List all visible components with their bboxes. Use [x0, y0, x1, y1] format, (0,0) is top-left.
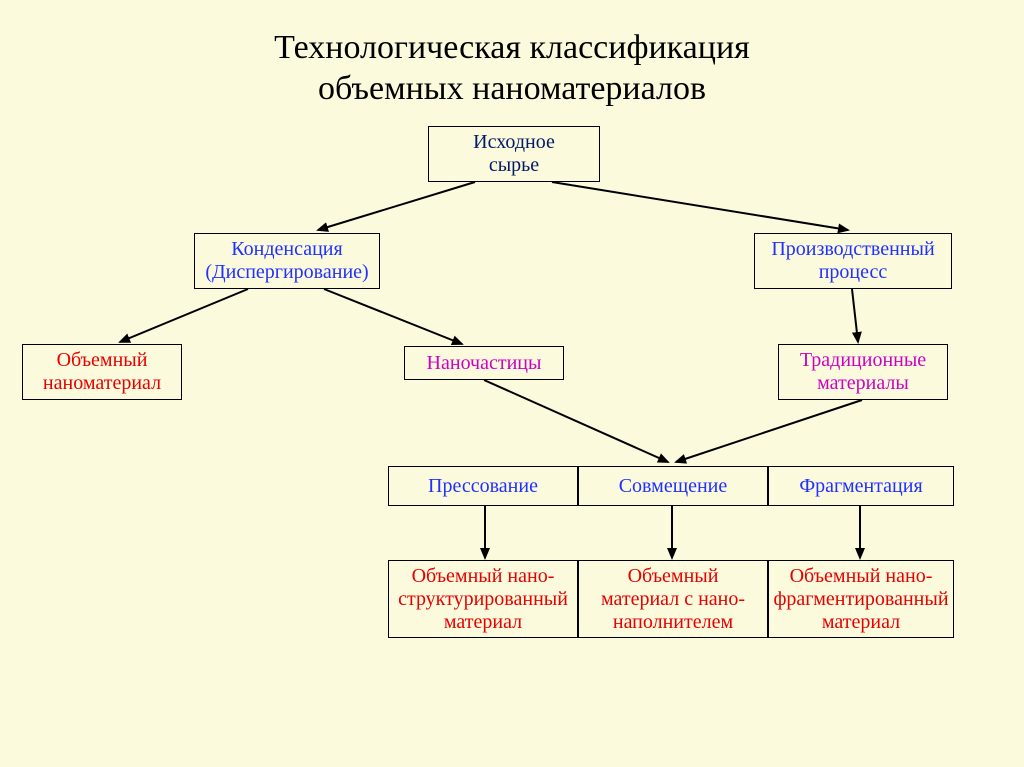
- node-out1-l1: Объемный нано-: [412, 565, 555, 588]
- node-condensation: Конденсация (Диспергирование): [194, 233, 380, 289]
- node-nanoparticles: Наночастицы: [404, 346, 564, 380]
- node-source-l2: сырье: [489, 154, 539, 177]
- node-fragmentation-l1: Фрагментация: [799, 475, 922, 498]
- node-production: Производственный процесс: [754, 233, 952, 289]
- node-out3-l1: Объемный нано-: [790, 565, 933, 588]
- node-out1-l2: структурированный: [398, 588, 568, 611]
- node-combination: Совмещение: [578, 466, 768, 506]
- title-line1: Технологическая классификация: [274, 29, 750, 66]
- node-traditional-l2: материалы: [817, 372, 909, 395]
- node-pressing: Прессование: [388, 466, 578, 506]
- node-traditional: Традиционные материалы: [778, 344, 948, 400]
- node-out3-l3: материал: [822, 611, 900, 634]
- node-source-l1: Исходное: [473, 131, 555, 154]
- node-out2-l2: материал с нано-: [601, 588, 745, 611]
- node-traditional-l1: Традиционные: [800, 349, 926, 372]
- title-line2: объемных наноматериалов: [318, 70, 706, 107]
- node-nanoparticles-l1: Наночастицы: [427, 352, 542, 375]
- node-out3-l2: фрагментированный: [773, 588, 948, 611]
- node-source: Исходное сырье: [428, 126, 600, 182]
- node-out2: Объемный материал с нано- наполнителем: [578, 560, 768, 638]
- node-condensation-l1: Конденсация: [231, 238, 342, 261]
- node-pressing-l1: Прессование: [428, 475, 538, 498]
- page-title: Технологическая классификация объемных н…: [0, 28, 1024, 110]
- node-bulk-nano-l2: наноматериал: [43, 372, 161, 395]
- node-bulk-nano-l1: Объемный: [57, 349, 148, 372]
- node-out3: Объемный нано- фрагментированный материа…: [768, 560, 954, 638]
- node-out2-l3: наполнителем: [613, 611, 733, 634]
- node-production-l1: Производственный: [771, 238, 934, 261]
- node-bulk-nano: Объемный наноматериал: [22, 344, 182, 400]
- node-condensation-l2: (Диспергирование): [205, 261, 368, 284]
- node-out2-l1: Объемный: [628, 565, 719, 588]
- node-out1-l3: материал: [444, 611, 522, 634]
- node-combination-l1: Совмещение: [619, 475, 728, 498]
- node-out1: Объемный нано- структурированный материа…: [388, 560, 578, 638]
- node-fragmentation: Фрагментация: [768, 466, 954, 506]
- node-production-l2: процесс: [819, 261, 888, 284]
